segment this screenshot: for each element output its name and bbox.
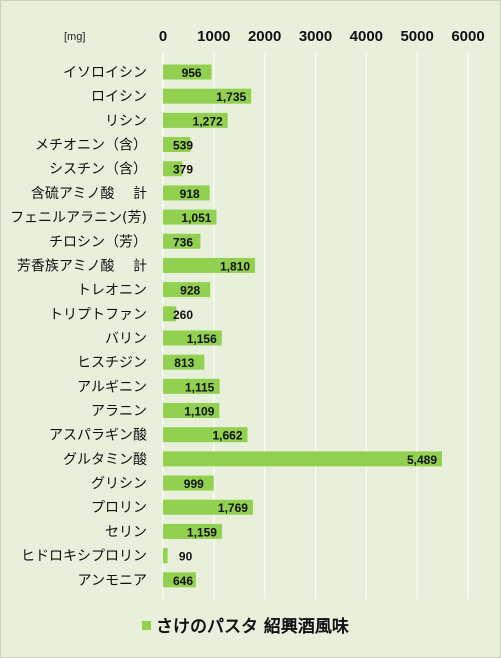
x-tick-label: 5000 <box>400 28 433 45</box>
bar <box>163 64 212 80</box>
data-label: 539 <box>173 139 193 153</box>
bar <box>163 137 191 153</box>
legend-swatch <box>142 621 151 630</box>
category-label: メチオニン（含） <box>35 138 147 154</box>
category-label: 芳香族アミノ酸 計 <box>17 257 147 274</box>
x-tick-label: 0 <box>159 28 167 45</box>
bar <box>163 257 256 273</box>
bar <box>163 354 205 370</box>
bar <box>163 161 183 177</box>
bar <box>163 185 210 201</box>
category-label: グリシン <box>91 476 147 492</box>
category-label: グルタミン酸 <box>63 452 147 468</box>
bar <box>163 572 196 588</box>
data-label: 1,051 <box>181 211 211 225</box>
bar <box>163 427 248 443</box>
category-label: チロシン（芳） <box>49 233 147 250</box>
x-tick-label: 1000 <box>197 28 230 45</box>
data-label: 813 <box>174 356 194 370</box>
category-label: アンモニア <box>78 573 147 589</box>
bar <box>163 112 228 128</box>
bar <box>163 233 201 249</box>
category-label: アスパラギン酸 <box>49 428 147 444</box>
data-label: 1,159 <box>187 525 217 539</box>
bar <box>163 548 168 564</box>
data-label: 1,735 <box>216 90 246 104</box>
category-label: 含硫アミノ酸 計 <box>31 186 147 202</box>
data-label: 736 <box>173 235 193 249</box>
x-tick-label: 6000 <box>451 28 484 45</box>
x-tick-label: 4000 <box>350 28 383 45</box>
bar <box>163 523 222 539</box>
legend-label: さけのパスタ 紹興酒風味 <box>156 616 349 637</box>
category-label: イソロイシン <box>63 65 147 81</box>
data-label: 379 <box>173 163 193 177</box>
data-label: 928 <box>180 284 200 298</box>
data-label: 1,109 <box>184 405 214 419</box>
data-label: 5,489 <box>407 453 437 467</box>
x-tick-label: 2000 <box>248 28 281 45</box>
category-label: フェニルアラニン(芳) <box>10 209 147 226</box>
data-label: 1,115 <box>185 380 215 394</box>
data-label: 1,769 <box>218 501 248 515</box>
data-label: 90 <box>179 550 193 564</box>
bar <box>163 451 443 467</box>
data-label: 646 <box>173 574 193 588</box>
category-label: バリン <box>105 331 147 347</box>
bar <box>163 306 177 322</box>
bar <box>163 330 222 346</box>
category-label: ロイシン <box>91 89 147 105</box>
category-label: セリン <box>105 524 147 540</box>
bar <box>163 88 252 104</box>
category-label: ヒドロキシプロリン <box>21 549 147 565</box>
unit-label: [mg] <box>64 31 85 43</box>
bar <box>163 475 214 491</box>
x-tick-label: 3000 <box>299 28 332 45</box>
category-label: トリプトファン <box>49 307 147 323</box>
data-label: 260 <box>173 308 193 322</box>
bar <box>163 209 217 225</box>
data-label: 918 <box>180 187 200 201</box>
category-label: ヒスチジン <box>77 355 147 371</box>
category-label: リシン <box>105 113 147 129</box>
bar <box>163 378 220 394</box>
data-label: 956 <box>182 66 202 80</box>
data-label: 999 <box>184 477 204 491</box>
category-label: アラニン <box>91 404 147 420</box>
bar <box>163 403 220 419</box>
category-label: アルギニン <box>77 379 147 395</box>
bar <box>163 499 253 515</box>
data-label: 1,810 <box>220 259 250 273</box>
category-label: プロリン <box>91 500 147 516</box>
data-label: 1,662 <box>212 429 242 443</box>
category-label: トレオニン <box>77 283 147 299</box>
category-label: シスチン（含） <box>49 162 147 178</box>
data-label: 1,272 <box>193 114 223 128</box>
data-label: 1,156 <box>187 332 217 346</box>
bar <box>163 282 211 298</box>
